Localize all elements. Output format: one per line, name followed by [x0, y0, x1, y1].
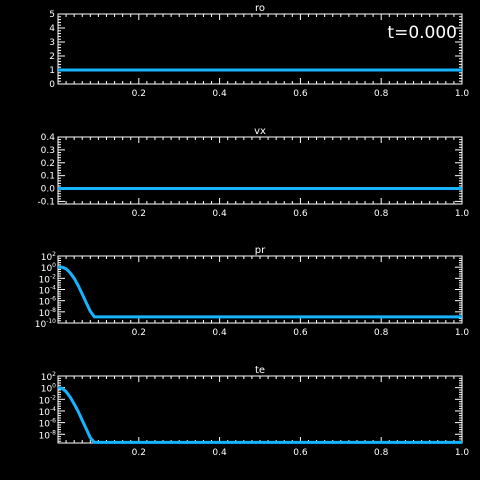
- y-tick-label: -0.1: [37, 197, 55, 207]
- y-tick-label: 0: [49, 80, 55, 90]
- y-tick-label: 2: [49, 52, 55, 62]
- y-tick-exponent: -2: [50, 273, 56, 280]
- y-tick-label: 10-6: [39, 296, 57, 308]
- y-tick-label: 10-2: [39, 273, 57, 285]
- x-tick-label: 1.0: [455, 209, 470, 219]
- x-tick-label: 0.4: [212, 89, 227, 99]
- time-label: t=0.000: [387, 23, 457, 43]
- x-tick-label: 0.6: [293, 328, 308, 338]
- y-tick-base: 10: [39, 275, 51, 285]
- panel-title: te: [255, 365, 265, 376]
- y-tick-base: 10: [41, 385, 53, 395]
- x-tick-label: 0.8: [374, 209, 389, 219]
- y-tick-exponent: 2: [52, 371, 56, 378]
- panel-vx: vx 0.2 0.4 0.6 0.8 1.0 -0.1 0.0 0.1 0.2 0.3 0.4: [37, 126, 469, 219]
- y-tick-label: 3: [49, 38, 55, 48]
- y-tick-base: 10: [39, 396, 51, 406]
- x-tick-label: 0.2: [132, 209, 146, 219]
- y-tick-exponent: -8: [50, 307, 56, 314]
- y-tick-exponent: 2: [52, 251, 56, 258]
- x-tick-label: 1.0: [455, 448, 470, 458]
- panel-title: pr: [255, 245, 266, 256]
- series-line: [57, 386, 462, 444]
- y-tick-label: 0.3: [41, 146, 55, 156]
- y-tick-label: 10-6: [39, 418, 57, 430]
- y-tick-label: 10-10: [35, 318, 56, 330]
- series-line: [58, 265, 462, 319]
- y-tick-base: 10: [39, 309, 51, 319]
- y-tick-base: 10: [39, 431, 51, 441]
- x-tick-label: 1.0: [455, 328, 470, 338]
- y-tick-label: 0.4: [41, 133, 56, 143]
- y-tick-base: 10: [39, 420, 51, 430]
- x-tick-label: 0.4: [212, 448, 227, 458]
- y-tick-exponent: 0: [52, 262, 56, 269]
- y-tick-exponent: -10: [46, 318, 56, 325]
- y-tick-exponent: -6: [50, 296, 56, 303]
- x-tick-label: 0.4: [212, 209, 227, 219]
- y-tick-label: 0.1: [41, 172, 55, 182]
- y-tick-base: 10: [41, 253, 53, 263]
- y-tick-label: 10-4: [39, 406, 57, 418]
- y-tick-label: 10-4: [39, 285, 57, 297]
- y-tick-base: 10: [39, 408, 51, 418]
- y-tick-exponent: -4: [50, 285, 56, 292]
- y-tick-base: 10: [41, 373, 53, 383]
- panel-title: vx: [254, 126, 266, 137]
- y-tick-label: 0.0: [41, 185, 56, 195]
- y-tick-exponent: 0: [52, 383, 56, 390]
- y-tick-label: 102: [41, 371, 56, 383]
- y-tick-label: 0.2: [41, 159, 55, 169]
- x-tick-label: 1.0: [455, 89, 470, 99]
- y-tick-label: 10-8: [39, 307, 57, 319]
- panel-ro: ro 0.2 0.4 0.6 0.8 1.0 0 1 2 3 4 5: [49, 3, 469, 99]
- y-tick-exponent: -2: [50, 394, 56, 401]
- x-tick-label: 0.2: [132, 89, 146, 99]
- x-tick-label: 0.8: [374, 448, 389, 458]
- x-tick-label: 0.8: [374, 328, 389, 338]
- y-tick-label: 100: [41, 262, 56, 274]
- panel-title: ro: [255, 3, 265, 14]
- y-tick-label: 5: [49, 10, 55, 20]
- x-tick-label: 0.2: [132, 328, 146, 338]
- panel-pr: pr0.2 0.4 0.6 0.8 1.010210010-210-410-610-81…: [35, 245, 470, 338]
- y-tick-label: 10-8: [39, 429, 57, 441]
- y-tick-exponent: -6: [50, 418, 56, 425]
- y-tick-label: 10-2: [39, 394, 57, 406]
- x-tick-label: 0.6: [293, 89, 308, 99]
- y-tick-label: 100: [41, 383, 56, 395]
- panels: ro 0.2 0.4 0.6 0.8 1.0 0 1 2 3 4 5 vx 0.2 0.4 0.6 0.8 1.0…: [35, 3, 470, 458]
- y-tick-base: 10: [35, 320, 47, 330]
- x-tick-label: 0.8: [374, 89, 389, 99]
- y-tick-base: 10: [41, 264, 53, 274]
- x-tick-label: 0.6: [293, 448, 308, 458]
- y-tick-label: 4: [49, 24, 55, 34]
- y-tick-exponent: -4: [50, 406, 56, 413]
- x-tick-label: 0.4: [212, 328, 227, 338]
- y-tick-label: 102: [41, 251, 56, 263]
- y-tick-exponent: -8: [50, 429, 56, 436]
- y-tick-base: 10: [39, 298, 51, 308]
- x-tick-label: 0.2: [132, 448, 146, 458]
- y-tick-base: 10: [39, 287, 51, 297]
- x-tick-label: 0.6: [293, 209, 308, 219]
- y-tick-label: 1: [49, 66, 55, 76]
